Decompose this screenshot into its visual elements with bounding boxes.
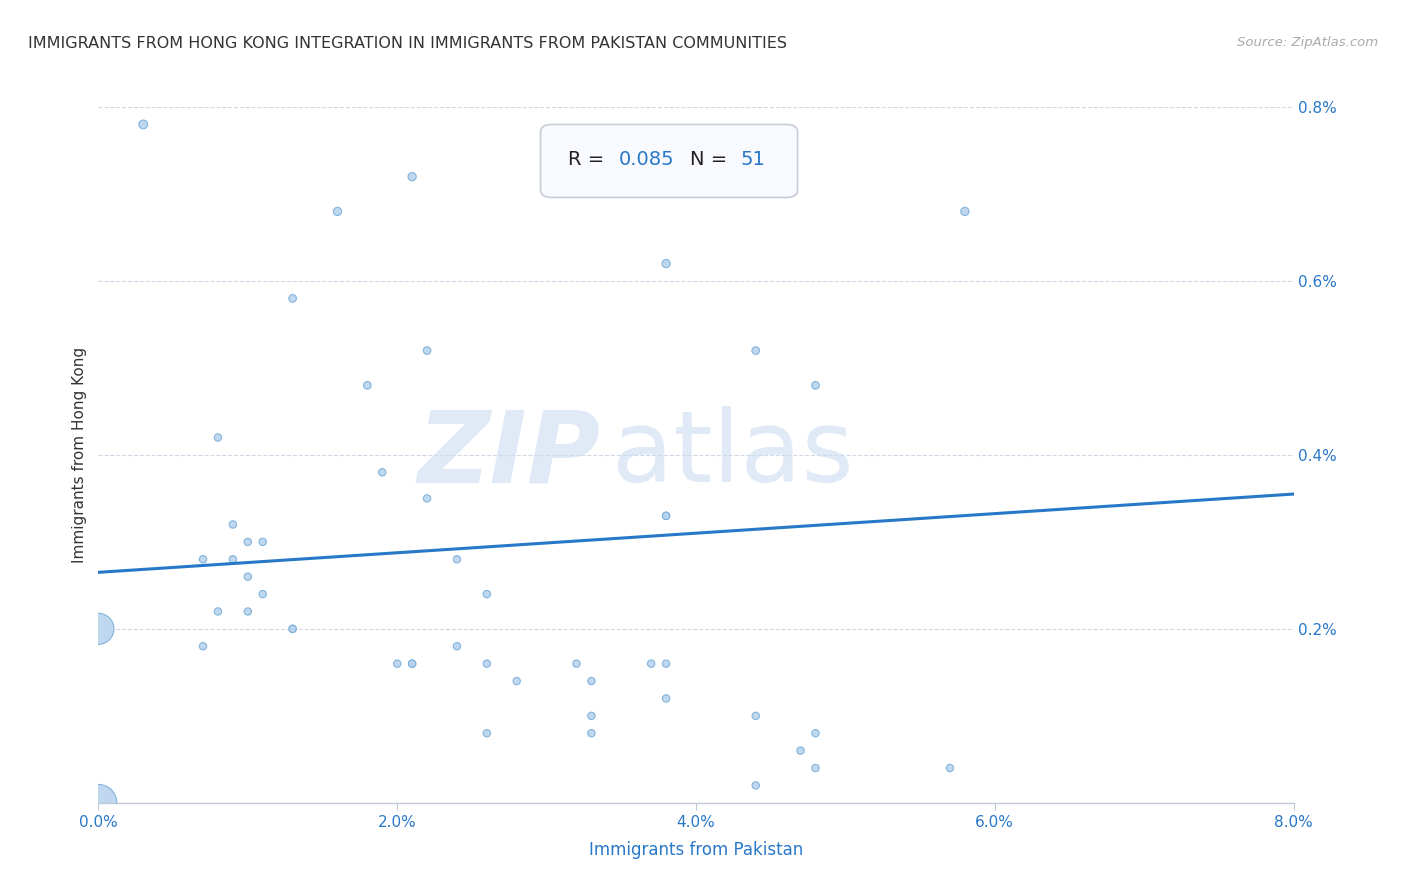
Text: N =: N = [690, 150, 734, 169]
Point [804, 726, 827, 740]
Point [804, 378, 827, 392]
Text: 0.085: 0.085 [619, 150, 673, 169]
Point [281, 622, 304, 636]
Point [939, 761, 962, 775]
Point [655, 257, 678, 271]
Point [655, 657, 678, 671]
Point [401, 169, 423, 184]
X-axis label: Immigrants from Pakistan: Immigrants from Pakistan [589, 841, 803, 859]
Point [222, 552, 245, 566]
Point [191, 639, 214, 653]
Text: IMMIGRANTS FROM HONG KONG INTEGRATION IN IMMIGRANTS FROM PAKISTAN COMMUNITIES: IMMIGRANTS FROM HONG KONG INTEGRATION IN… [28, 36, 787, 51]
Point [401, 657, 423, 671]
Point [446, 552, 468, 566]
Text: atlas: atlas [613, 407, 853, 503]
Point [953, 204, 976, 219]
Text: ZIP: ZIP [418, 407, 600, 503]
Point [745, 778, 768, 793]
Point [475, 726, 498, 740]
Point [446, 639, 468, 653]
Point [416, 491, 439, 506]
Point [132, 117, 155, 131]
Point [475, 587, 498, 601]
Text: Source: ZipAtlas.com: Source: ZipAtlas.com [1237, 36, 1378, 49]
Point [207, 430, 229, 444]
Point [252, 534, 274, 549]
Point [581, 674, 603, 689]
Point [236, 534, 259, 549]
Point [236, 570, 259, 584]
Point [222, 517, 245, 532]
Point [655, 691, 678, 706]
Point [640, 657, 662, 671]
Point [655, 508, 678, 523]
Point [207, 605, 229, 619]
Point [87, 796, 110, 810]
Point [581, 708, 603, 723]
FancyBboxPatch shape [541, 124, 797, 197]
Point [385, 657, 409, 671]
Point [401, 657, 423, 671]
Point [371, 466, 394, 480]
Point [475, 657, 498, 671]
Point [804, 761, 827, 775]
Point [506, 674, 529, 689]
Point [236, 605, 259, 619]
Point [191, 552, 214, 566]
Point [356, 378, 378, 392]
Point [87, 622, 110, 636]
Point [565, 657, 588, 671]
Point [326, 204, 349, 219]
Point [281, 622, 304, 636]
Point [252, 587, 274, 601]
Point [581, 726, 603, 740]
Point [281, 291, 304, 305]
Text: 51: 51 [740, 150, 765, 169]
Point [655, 508, 678, 523]
Point [789, 744, 811, 758]
Point [416, 343, 439, 358]
Point [745, 343, 768, 358]
Text: R =: R = [568, 150, 610, 169]
Y-axis label: Immigrants from Hong Kong: Immigrants from Hong Kong [72, 347, 87, 563]
Point [745, 708, 768, 723]
